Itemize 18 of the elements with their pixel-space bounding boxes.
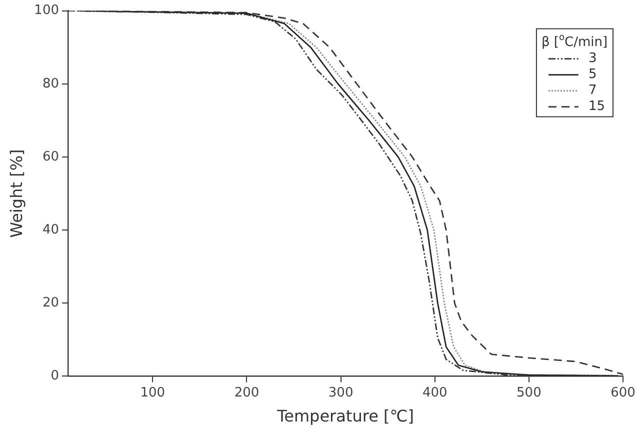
legend-label: 15: [588, 99, 606, 114]
x-tick-label: 400: [422, 385, 448, 400]
x-tick-label: 600: [610, 385, 636, 400]
y-tick-label: 60: [42, 149, 60, 164]
x-tick-label: 300: [328, 385, 354, 400]
y-tick-label: 0: [50, 368, 60, 384]
y-tick-label: 100: [34, 3, 60, 18]
x-tick-label: 200: [234, 385, 260, 400]
legend-label: 7: [588, 83, 597, 98]
y-tick-label: 20: [42, 295, 60, 310]
legend-label: 3: [588, 51, 597, 66]
x-tick-label: 100: [140, 385, 166, 400]
x-tick-label: 500: [516, 385, 542, 400]
legend-label: 5: [588, 67, 597, 82]
x-axis-title: Temperature [℃]: [276, 406, 414, 426]
y-tick-label: 40: [42, 222, 60, 238]
y-tick-label: 80: [42, 76, 60, 92]
y-axis-title: Weight [%]: [6, 149, 26, 238]
